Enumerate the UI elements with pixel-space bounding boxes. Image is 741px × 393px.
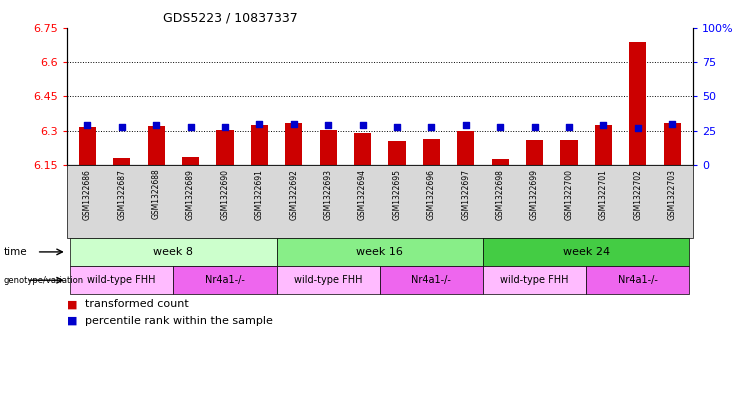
Text: ■: ■ [67,316,77,326]
Point [391,123,403,130]
Point [253,121,265,127]
Bar [491,159,509,165]
Bar [629,42,646,165]
Text: GSM1322686: GSM1322686 [83,169,92,220]
Bar [182,157,199,165]
Point [494,123,506,130]
Point [185,123,196,130]
Text: GSM1322702: GSM1322702 [634,169,642,220]
Text: genotype/variation: genotype/variation [4,276,84,285]
Point [563,123,575,130]
Text: wild-type FHH: wild-type FHH [294,275,362,285]
Bar [79,127,96,165]
Point [150,122,162,129]
Point [632,125,644,131]
Bar [664,123,681,165]
Point [322,122,334,129]
Bar [250,125,268,165]
Text: transformed count: transformed count [85,299,189,309]
Text: GSM1322698: GSM1322698 [496,169,505,220]
Bar [388,141,405,165]
Text: Nr4a1-/-: Nr4a1-/- [205,275,245,285]
Point [82,122,93,129]
Text: Nr4a1-/-: Nr4a1-/- [618,275,658,285]
Point [356,122,368,129]
Text: GSM1322703: GSM1322703 [668,169,677,220]
Text: GSM1322700: GSM1322700 [565,169,574,220]
Bar [147,126,165,165]
Bar [354,133,371,165]
Bar [319,130,336,165]
Bar [457,130,474,165]
Text: GSM1322694: GSM1322694 [358,169,367,220]
Text: GSM1322697: GSM1322697 [461,169,471,220]
Bar [595,125,612,165]
Text: GSM1322701: GSM1322701 [599,169,608,220]
Text: GSM1322690: GSM1322690 [220,169,230,220]
Text: wild-type FHH: wild-type FHH [87,275,156,285]
Bar [560,140,577,165]
Text: week 16: week 16 [356,247,403,257]
Bar [113,158,130,165]
Text: GSM1322688: GSM1322688 [152,169,161,219]
Bar [423,139,440,165]
Point [288,121,299,127]
Point [116,123,127,130]
Text: GSM1322687: GSM1322687 [117,169,126,220]
Text: GSM1322696: GSM1322696 [427,169,436,220]
Text: GSM1322695: GSM1322695 [393,169,402,220]
Text: week 8: week 8 [153,247,193,257]
Text: percentile rank within the sample: percentile rank within the sample [85,316,273,326]
Bar [526,140,543,165]
Bar [216,130,233,165]
Text: GDS5223 / 10837337: GDS5223 / 10837337 [163,12,298,25]
Point [597,122,609,129]
Text: Nr4a1-/-: Nr4a1-/- [411,275,451,285]
Text: wild-type FHH: wild-type FHH [500,275,569,285]
Text: ■: ■ [67,299,77,309]
Text: GSM1322692: GSM1322692 [289,169,299,220]
Text: week 24: week 24 [562,247,610,257]
Point [528,123,540,130]
Bar [285,123,302,165]
Point [219,123,231,130]
Text: GSM1322689: GSM1322689 [186,169,195,220]
Point [425,123,437,130]
Text: GSM1322693: GSM1322693 [324,169,333,220]
Text: GSM1322699: GSM1322699 [530,169,539,220]
Point [666,121,678,127]
Point [460,122,472,129]
Text: time: time [4,247,27,257]
Text: GSM1322691: GSM1322691 [255,169,264,220]
